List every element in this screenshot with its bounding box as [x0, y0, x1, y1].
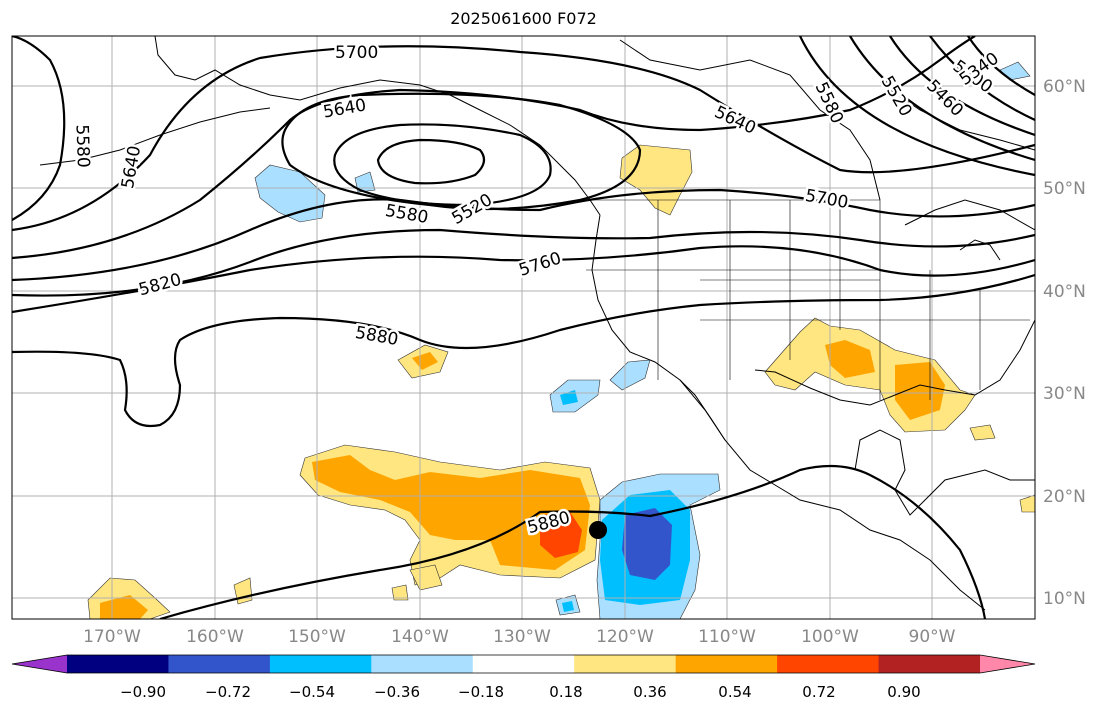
colorbar-segment	[269, 655, 372, 673]
colorbar-segment	[777, 655, 880, 673]
storm-center-dot	[589, 521, 607, 539]
colorbar-ticks: −0.90 −0.72 −0.54 −0.36 −0.18 0.18 0.36 …	[120, 683, 921, 701]
map-title: 2025061600 F072	[450, 9, 597, 28]
colorbar-tick-label: 0.18	[549, 683, 582, 701]
colorbar	[11, 654, 1036, 674]
longitude-labels: 170°W 160°W 150°W 140°W 130°W 120°W 110°…	[83, 627, 956, 647]
lat-label: 40°N	[1043, 282, 1086, 302]
lon-label: 140°W	[391, 627, 449, 647]
lon-label: 90°W	[909, 627, 956, 647]
positive-anomaly-small-1	[409, 564, 443, 591]
lat-label: 30°N	[1043, 384, 1086, 404]
state-borders	[586, 199, 1030, 400]
colorbar-tick-label: −0.90	[120, 683, 166, 701]
lon-label: 120°W	[596, 627, 654, 647]
latitude-labels: 60°N 50°N 40°N 30°N 20°N 10°N	[1043, 77, 1086, 609]
coastlines	[39, 36, 1035, 611]
lat-label: 10°N	[1043, 589, 1086, 609]
negative-anomaly-dark	[622, 508, 672, 580]
lon-label: 160°W	[186, 627, 244, 647]
colorbar-segment	[67, 655, 169, 673]
colorbar-outline	[11, 654, 1036, 674]
colorbar-tick-label: −0.36	[374, 683, 420, 701]
contour-label: 5700	[335, 43, 378, 63]
colorbar-tick-label: −0.54	[289, 683, 335, 701]
lon-label: 150°W	[288, 627, 346, 647]
lat-label: 20°N	[1043, 487, 1086, 507]
colorbar-extend-high	[980, 655, 1035, 673]
positive-anomaly-peak	[540, 512, 582, 558]
colorbar-tick-label: 0.36	[633, 683, 666, 701]
height-contours	[12, 36, 1035, 619]
colorbar-tick-label: 0.72	[802, 683, 835, 701]
colorbar-segment	[168, 655, 271, 673]
negative-anomaly-gulf-alaska	[254, 164, 326, 223]
colorbar-segment	[675, 655, 778, 673]
colorbar-segment	[472, 655, 575, 673]
plot-border	[11, 35, 1036, 620]
graticule	[12, 36, 1035, 619]
lon-label: 100°W	[801, 627, 859, 647]
lon-label: 170°W	[83, 627, 141, 647]
lat-label: 60°N	[1043, 77, 1086, 97]
colorbar-segment	[371, 655, 474, 673]
colorbar-segment	[878, 655, 981, 673]
lon-label: 110°W	[698, 627, 756, 647]
positive-anomaly-core	[312, 455, 590, 570]
colorbar-segment	[574, 655, 677, 673]
colorbar-tick-label: 0.90	[887, 683, 920, 701]
colorbar-extend-low	[12, 655, 67, 673]
contour-label: 5580	[71, 124, 92, 168]
lon-label: 130°W	[493, 627, 551, 647]
colorbar-tick-label: −0.72	[205, 683, 251, 701]
colorbar-tick-label: 0.54	[718, 683, 751, 701]
positive-anomaly-small-2	[391, 584, 409, 601]
lat-label: 50°N	[1043, 179, 1086, 199]
colorbar-tick-label: −0.18	[458, 683, 504, 701]
